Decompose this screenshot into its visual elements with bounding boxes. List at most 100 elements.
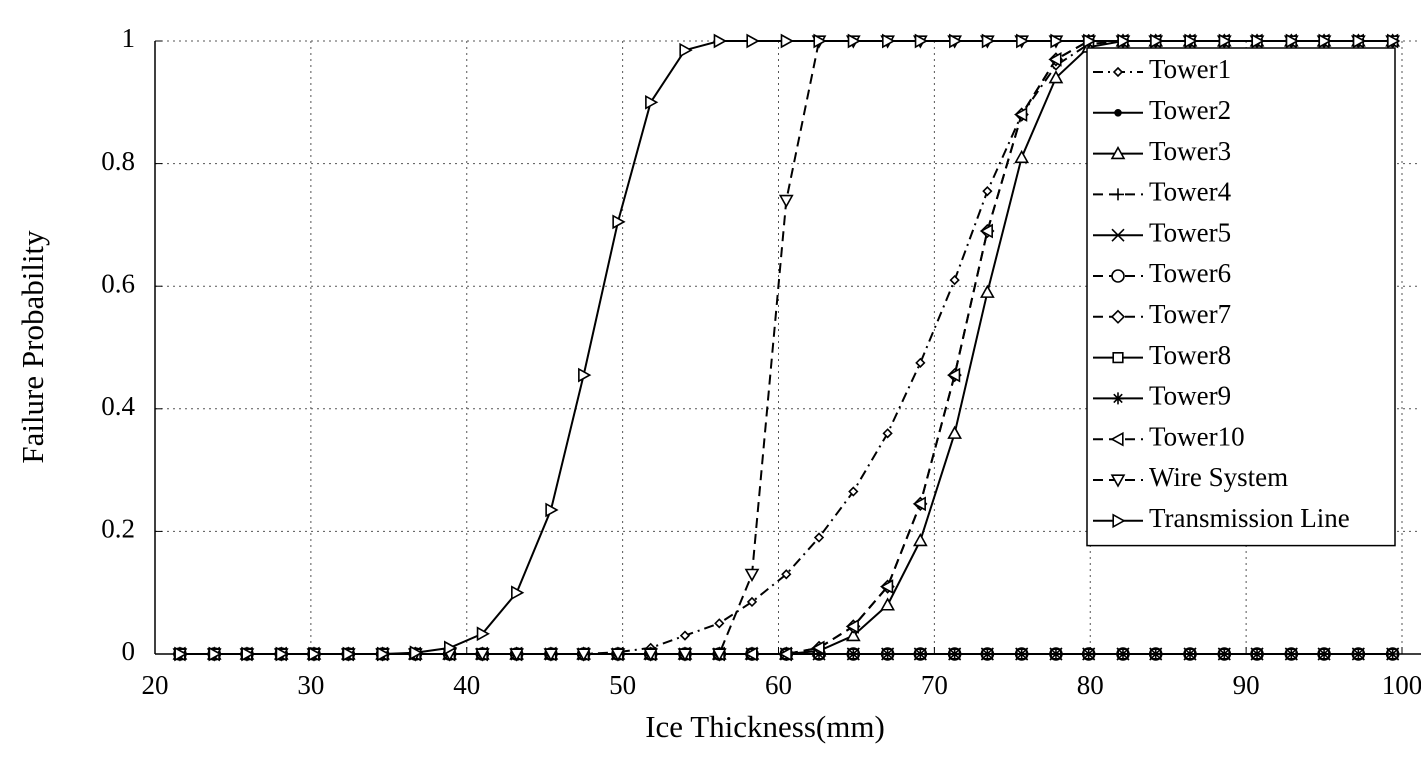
marker xyxy=(714,618,725,629)
marker xyxy=(241,646,255,662)
x-tick-label: 20 xyxy=(142,670,169,700)
marker xyxy=(612,214,626,230)
marker xyxy=(1110,431,1124,447)
marker xyxy=(914,33,928,49)
marker xyxy=(578,367,592,383)
marker xyxy=(847,33,861,49)
marker xyxy=(509,648,524,662)
y-tick-label: 1 xyxy=(122,23,136,53)
legend-label: Tower6 xyxy=(1149,258,1231,288)
marker xyxy=(980,284,995,298)
x-tick-label: 40 xyxy=(453,670,480,700)
marker xyxy=(645,94,659,110)
x-tick-label: 60 xyxy=(765,670,792,700)
marker xyxy=(879,579,894,594)
legend-label: Tower1 xyxy=(1149,54,1231,84)
marker xyxy=(948,648,961,660)
y-tick-label: 0 xyxy=(122,636,136,666)
legend-label: Tower10 xyxy=(1149,421,1245,451)
legend-label: Tower4 xyxy=(1149,177,1232,207)
marker xyxy=(780,33,794,49)
marker xyxy=(1285,648,1298,660)
marker xyxy=(1049,648,1062,660)
marker xyxy=(1112,66,1124,78)
legend-label: Tower7 xyxy=(1149,299,1231,329)
marker xyxy=(1112,513,1126,529)
marker xyxy=(1112,351,1124,364)
marker xyxy=(778,194,794,209)
marker xyxy=(1111,269,1125,283)
marker xyxy=(744,568,760,582)
marker xyxy=(1387,33,1401,49)
marker xyxy=(744,646,758,662)
marker xyxy=(476,626,490,642)
marker xyxy=(813,648,826,660)
marker xyxy=(1112,188,1124,201)
marker xyxy=(1386,648,1399,660)
marker xyxy=(981,648,994,660)
legend-label: Tower2 xyxy=(1149,95,1231,125)
marker xyxy=(915,357,926,368)
marker xyxy=(1110,309,1126,324)
marker xyxy=(1251,648,1264,660)
x-tick-label: 50 xyxy=(609,670,636,700)
legend-label: Tower5 xyxy=(1149,217,1231,247)
marker xyxy=(882,33,896,49)
legend-label: Wire System xyxy=(1149,462,1288,492)
marker xyxy=(946,367,961,383)
marker xyxy=(1015,648,1028,660)
marker xyxy=(882,428,893,439)
marker xyxy=(610,648,626,662)
marker xyxy=(914,648,927,660)
legend-box xyxy=(1086,47,1396,547)
marker xyxy=(1114,109,1122,117)
marker xyxy=(1014,107,1028,122)
marker xyxy=(1016,33,1030,49)
marker xyxy=(1014,149,1030,164)
x-tick-label: 30 xyxy=(297,670,324,700)
marker xyxy=(1111,228,1125,242)
marker xyxy=(511,585,525,601)
marker xyxy=(1083,33,1097,49)
marker xyxy=(1352,33,1367,49)
marker xyxy=(1251,33,1265,49)
y-tick-label: 0.8 xyxy=(101,146,135,176)
marker xyxy=(1082,648,1095,660)
marker xyxy=(947,425,962,439)
legend-label: Tower9 xyxy=(1149,381,1231,411)
x-tick-label: 80 xyxy=(1077,670,1104,700)
marker xyxy=(444,640,458,656)
marker xyxy=(813,33,827,49)
marker xyxy=(1150,33,1164,49)
marker xyxy=(848,486,859,497)
marker xyxy=(342,646,356,662)
marker xyxy=(576,648,592,662)
marker xyxy=(1050,33,1064,49)
marker xyxy=(1352,648,1365,660)
x-axis-label: Ice Thickness(mm) xyxy=(645,709,885,744)
legend-label: Tower8 xyxy=(1149,340,1231,370)
x-tick-label: 90 xyxy=(1233,670,1260,700)
marker xyxy=(1318,33,1332,49)
y-tick-label: 0.2 xyxy=(101,514,135,544)
marker xyxy=(1110,474,1126,488)
x-tick-label: 100 xyxy=(1382,670,1421,700)
marker xyxy=(1318,648,1331,660)
marker xyxy=(746,33,760,49)
marker xyxy=(746,596,758,608)
marker xyxy=(1048,52,1062,67)
marker xyxy=(474,648,490,662)
marker xyxy=(543,648,559,662)
marker xyxy=(949,33,963,49)
marker xyxy=(1149,648,1162,660)
marker xyxy=(845,627,861,642)
marker xyxy=(1218,33,1232,49)
marker xyxy=(174,646,188,662)
x-tick-label: 70 xyxy=(921,670,948,700)
marker xyxy=(1048,70,1064,84)
legend-label: Tower3 xyxy=(1149,136,1231,166)
marker xyxy=(912,496,926,512)
marker xyxy=(208,646,222,662)
